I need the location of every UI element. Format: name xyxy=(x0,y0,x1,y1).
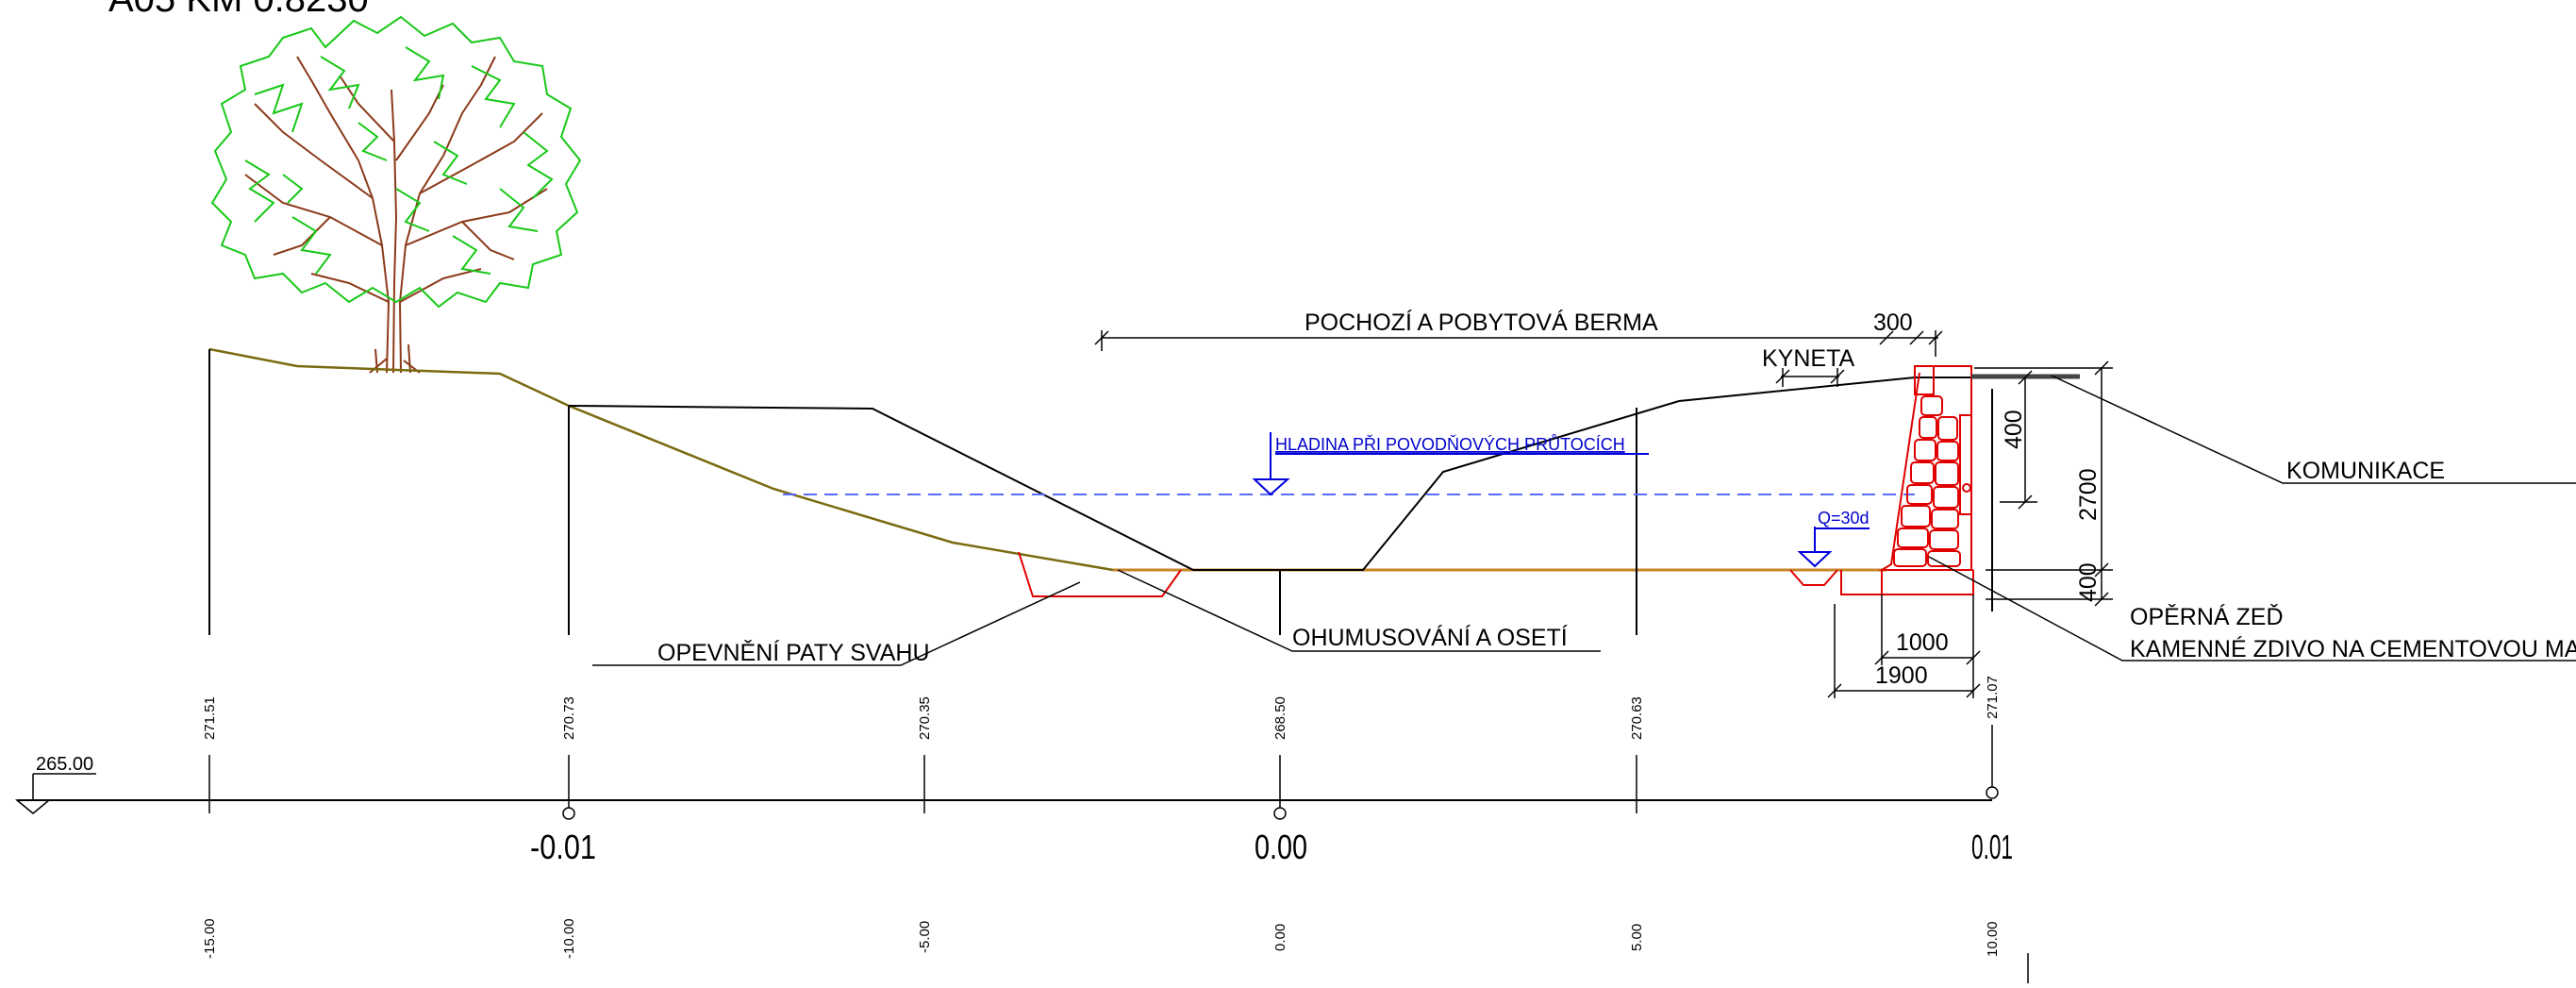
q30-water-level: Q=30d xyxy=(1797,509,1870,568)
ohumusovani-callout: OHUMUSOVÁNÍ A OSETÍ xyxy=(1117,569,1601,652)
kyneta-dimension: KYNETA xyxy=(1762,345,1854,387)
berma-label: POCHOZÍ A POBYTOVÁ BERMA xyxy=(1305,309,1658,336)
elevation-label: 271.51 xyxy=(202,696,218,740)
drawing-title: A05 KM 0.8230 xyxy=(108,0,369,20)
chainage-label: 0.00 xyxy=(1255,828,1307,866)
komunikace-label: KOMUNIKACE xyxy=(2286,458,2445,484)
station-label: -15.00 xyxy=(202,918,218,959)
dim-300: 300 xyxy=(1873,310,1913,336)
kamenne-zdivo-label: KAMENNÉ ZDIVO NA CEMENTOVOU MALTU xyxy=(2130,635,2576,662)
chainage-label: 0.01 xyxy=(1971,828,2013,866)
datum: 265.00 xyxy=(14,754,1992,814)
dim-400-upper: 400 xyxy=(2001,410,2027,449)
station-label: 0.00 xyxy=(1272,924,1288,951)
toe-protection xyxy=(1018,551,1182,597)
tree-icon xyxy=(210,15,582,374)
masonry-stones xyxy=(1893,395,1961,567)
elevation-label: 268.50 xyxy=(1272,696,1288,740)
retaining-wall xyxy=(1840,365,1974,595)
datum-triangle-icon xyxy=(14,773,96,814)
station-label: 10.00 xyxy=(1985,921,2001,957)
elevation-label: 270.73 xyxy=(561,696,577,740)
existing-terrain xyxy=(208,347,1886,572)
station-label: -5.00 xyxy=(917,921,933,953)
dim-1000: 1000 xyxy=(1896,629,1949,656)
design-profile xyxy=(568,377,2080,571)
tree-trunk xyxy=(244,56,548,374)
base-dimensions: 1000 1900 xyxy=(1827,594,1981,698)
chainage-marks: -0.01 0.00 0.01 xyxy=(530,828,2013,866)
height-dimensions: 400 2700 400 xyxy=(1974,360,2113,607)
kyneta-label: KYNETA xyxy=(1762,345,1854,372)
station-lines xyxy=(208,349,1993,635)
dim-400-lower: 400 xyxy=(2075,562,2102,602)
elevation-label: 271.07 xyxy=(1985,676,2001,719)
opevneni-label: OPEVNĚNÍ PATY SVAHU xyxy=(657,639,930,666)
dim-2700: 2700 xyxy=(2075,468,2102,521)
ohumusovani-label: OHUMUSOVÁNÍ A OSETÍ xyxy=(1292,624,1568,651)
komunikace-callout: KOMUNIKACE xyxy=(2051,375,2576,484)
operna-zed-label: OPĚRNÁ ZEĎ xyxy=(2130,603,2284,630)
chainage-label: -0.01 xyxy=(530,828,596,866)
q30d-label: Q=30d xyxy=(1818,509,1870,527)
station-labels: -15.00 -10.00 -5.00 0.00 5.00 10.00 xyxy=(202,918,2001,959)
small-drain xyxy=(1789,569,1838,586)
elevation-label: 270.63 xyxy=(1629,696,1645,740)
dim-1900: 1900 xyxy=(1875,662,1928,689)
station-label: -10.00 xyxy=(561,918,577,959)
elevation-label: 270.35 xyxy=(917,696,933,740)
station-label: 5.00 xyxy=(1629,924,1645,951)
flood-water-level: HLADINA PŘI POVODŇOVÝCH PRŮTOCÍCH xyxy=(783,432,1915,496)
tree-crown xyxy=(210,15,582,309)
elevation-labels: 271.51 270.73 270.35 268.50 270.63 271.0… xyxy=(202,676,2001,740)
flood-level-label: HLADINA PŘI POVODŇOVÝCH PRŮTOCÍCH xyxy=(1275,434,1625,454)
datum-label: 265.00 xyxy=(36,754,93,775)
water-level-triangle-icon xyxy=(1252,432,1290,496)
datum-station-ticks xyxy=(208,725,1999,820)
retaining-wall-callout: OPĚRNÁ ZEĎ KAMENNÉ ZDIVO NA CEMENTOVOU M… xyxy=(1928,556,2576,662)
berma-dimension: POCHOZÍ A POBYTOVÁ BERMA 300 xyxy=(1094,309,1943,357)
opevneni-callout: OPEVNĚNÍ PATY SVAHU xyxy=(592,581,1081,666)
